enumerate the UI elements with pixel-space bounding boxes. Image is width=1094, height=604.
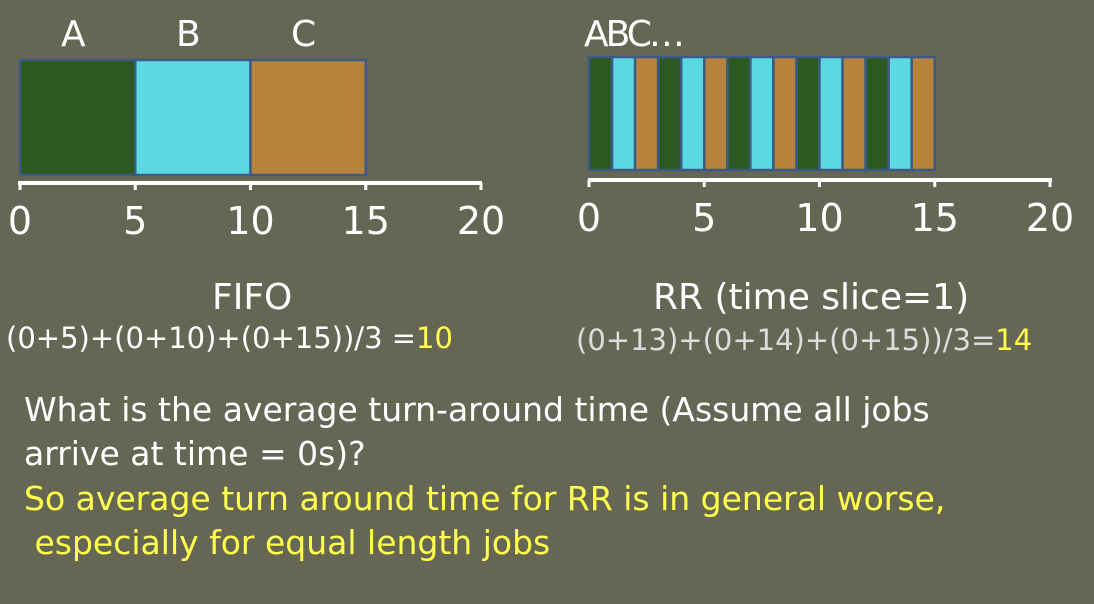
- rr-formula: (0+13)+(0+14)+(0+15))/3=14: [576, 323, 1032, 357]
- rr-slice-c: [633, 55, 660, 172]
- rr-tick-label: 0: [577, 196, 601, 240]
- fifo-tick-label: 15: [342, 199, 390, 243]
- rr-slice-a: [587, 55, 614, 172]
- fifo-tick-label: 5: [123, 199, 147, 243]
- rr-slice-b: [610, 55, 637, 172]
- fifo-blocks: [18, 58, 367, 177]
- rr-slice-c: [841, 55, 867, 172]
- fifo-formula-expression: (0+5)+(0+10)+(0+15))/3 =: [6, 321, 417, 355]
- rr-formula-result: 14: [995, 323, 1033, 357]
- rr-tick-label: 20: [1026, 196, 1074, 240]
- rr-tick-label: 10: [795, 196, 843, 240]
- fifo-job-label-b: B: [176, 14, 201, 55]
- answer-line-2: especially for equal length jobs: [24, 523, 551, 562]
- rr-slice-b: [749, 55, 775, 172]
- rr-slice-c: [910, 55, 937, 172]
- rr-slice-a: [795, 55, 821, 172]
- rr-slice-b: [818, 55, 844, 172]
- fifo-axis-ticks: 0 5 10 15 20: [8, 183, 505, 243]
- rr-slice-c: [772, 55, 798, 172]
- fifo-job-label-a: A: [61, 14, 86, 55]
- fifo-block-c: [249, 58, 367, 177]
- question-line-1: What is the average turn-around time (As…: [24, 390, 930, 429]
- fifo-block-a: [18, 58, 137, 177]
- rr-tick-label: 15: [911, 196, 959, 240]
- question-line-2: arrive at time = 0s)?: [24, 434, 366, 473]
- fifo-formula: (0+5)+(0+10)+(0+15))/3 =10: [6, 321, 453, 355]
- rr-axis-ticks: 0 5 10 15 20: [577, 180, 1074, 240]
- rr-slice-a: [864, 55, 890, 172]
- rr-formula-expression: (0+13)+(0+14)+(0+15))/3=: [576, 323, 996, 357]
- rr-slice-c: [703, 55, 729, 172]
- rr-slice-b: [887, 55, 913, 172]
- rr-slice-a: [656, 55, 683, 172]
- fifo-title: FIFO: [212, 277, 293, 318]
- rr-slice-a: [726, 55, 752, 172]
- rr-header-label: ABC…: [584, 14, 685, 55]
- fifo-formula-result: 10: [416, 321, 453, 355]
- fifo-tick-label: 20: [457, 199, 505, 243]
- rr-tick-label: 5: [692, 196, 716, 240]
- fifo-job-label-c: C: [291, 14, 317, 55]
- fifo-tick-label: 10: [226, 199, 274, 243]
- rr-slice-b: [679, 55, 706, 172]
- fifo-tick-label: 0: [8, 199, 32, 243]
- answer-line-1: So average turn around time for RR is in…: [24, 479, 946, 518]
- rr-blocks: [587, 55, 937, 172]
- rr-title: RR (time slice=1): [653, 277, 970, 318]
- fifo-block-b: [134, 58, 252, 177]
